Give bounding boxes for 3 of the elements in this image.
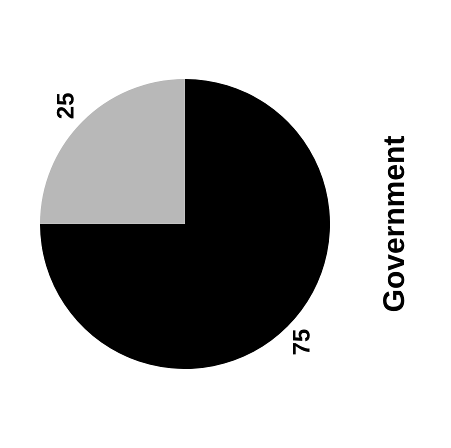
text: Government (378, 136, 412, 312)
data-label: 25 (52, 92, 80, 120)
data-label: 75 (288, 328, 316, 356)
